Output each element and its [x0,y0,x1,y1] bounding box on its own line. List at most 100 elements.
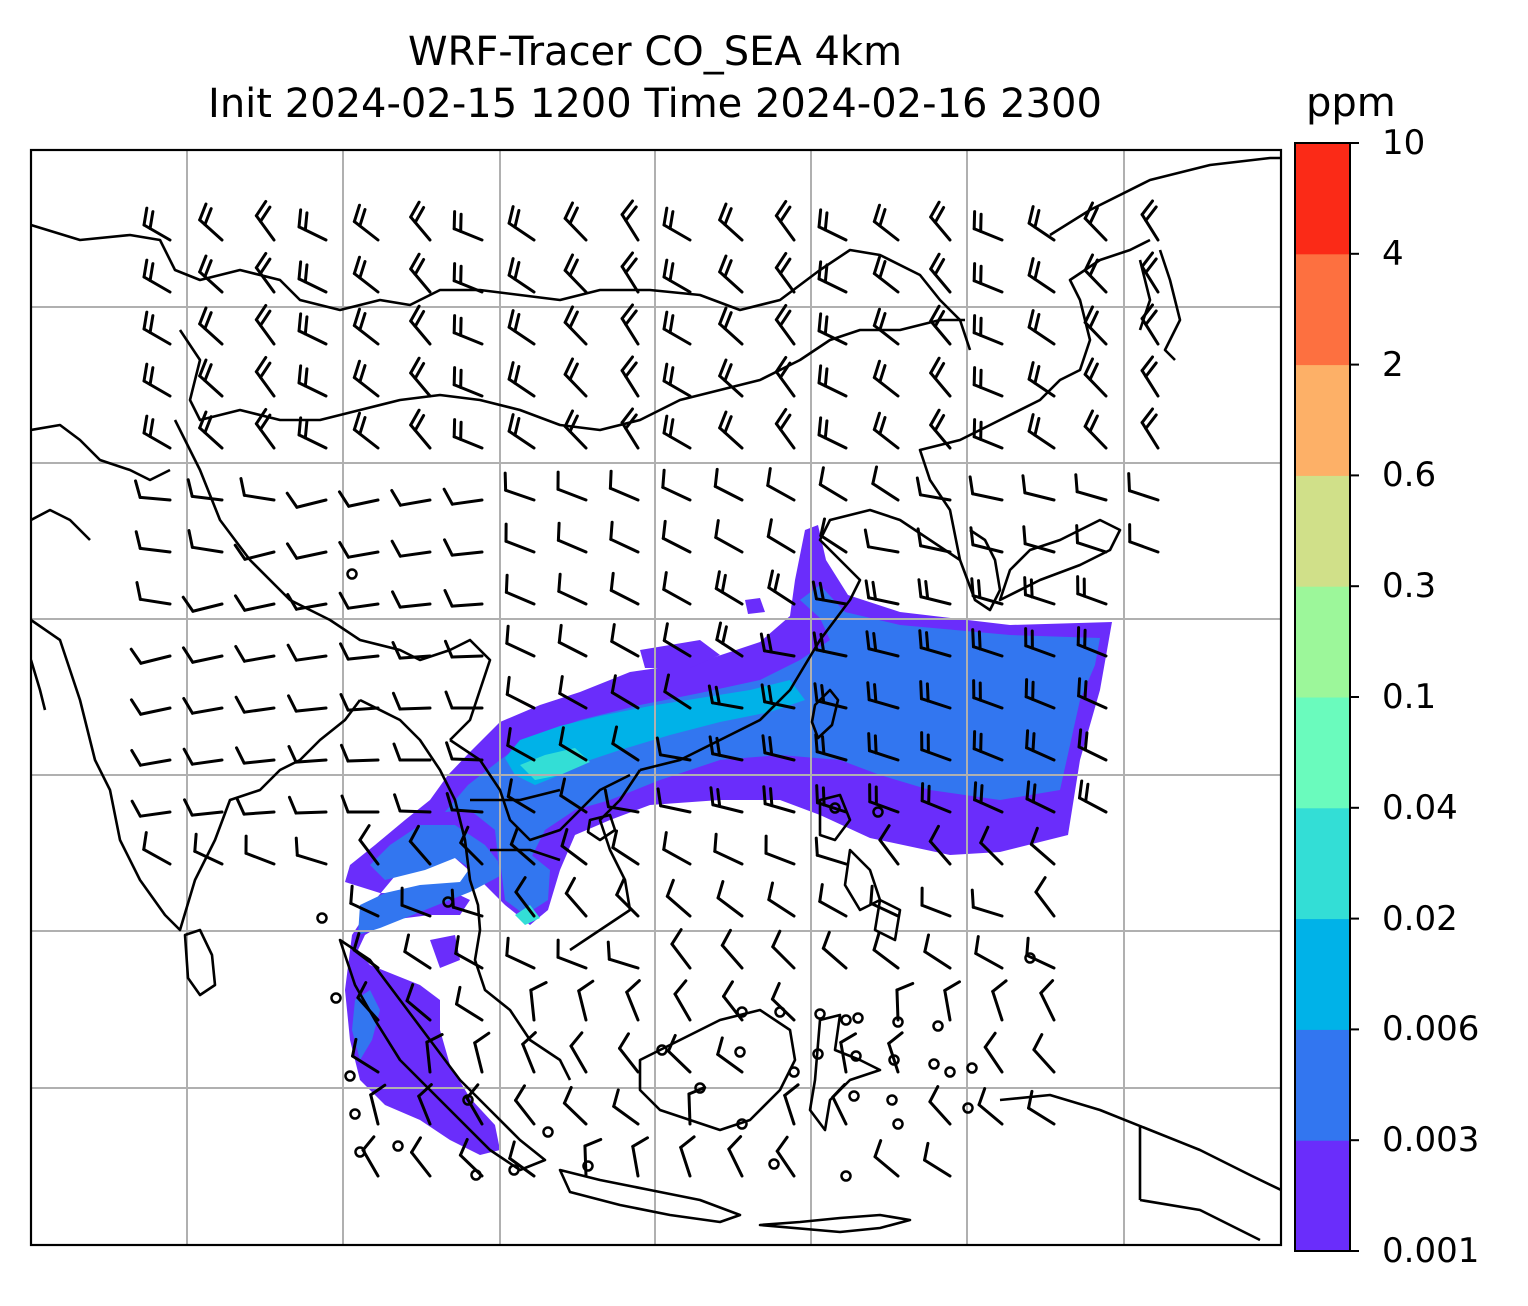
wind-calm-marker [1024,952,1036,964]
wind-barb [504,522,536,554]
wind-barb [505,624,536,658]
wind-barb [509,826,536,866]
wind-barb [663,673,692,710]
wind-barb [297,260,328,294]
colorbar-tick-label: 0.6 [1382,455,1437,496]
wind-calm-marker [829,802,841,814]
wind-barb [1077,677,1108,710]
wind-barb [766,518,796,554]
wind-barb [1027,361,1056,398]
borders-himalaya [173,419,492,741]
wind-calm-marker [812,1048,824,1060]
wind-barb [1025,780,1056,814]
wind-barb [352,203,380,242]
wind-barb [1039,979,1056,1022]
wind-barb [718,254,744,294]
wind-barb [872,411,900,450]
wind-barb [615,877,640,918]
wind-barb [198,202,224,242]
wind-barb [1076,575,1108,606]
borders-west [31,423,171,711]
wind-barb [560,828,588,866]
wind-barb [878,824,900,866]
wind-calm-marker [316,912,328,924]
wind-barb [872,359,900,398]
borders-sea [449,738,631,862]
wind-barb [390,488,432,507]
wind-barb [507,413,536,450]
wind-barb [783,1083,800,1126]
wind-barb [774,199,796,242]
wind-barb [338,540,380,559]
wind-barb [1074,473,1108,502]
wind-calm-marker [736,1118,748,1130]
wind-barb [767,569,796,606]
wind-barb [969,526,1004,554]
wind-barb [923,1141,952,1178]
wind-barb [929,252,952,294]
sulawesi [808,1013,882,1132]
hainan [586,813,617,842]
wind-calm-marker [872,806,884,818]
wind-barb [1027,1089,1056,1126]
wind-barb [620,251,640,294]
wind-barb [562,1085,588,1126]
wind-barb [708,735,744,762]
wind-barb [872,203,900,242]
wind-barb [970,577,1004,606]
wind-barb [771,929,796,970]
wind-barb [612,1088,640,1126]
wind-barb [286,643,328,662]
wind-barb [929,304,952,346]
wind-barb [713,467,744,502]
wind-barb [577,979,595,1022]
wind-barb [662,414,692,450]
wind-barb [764,834,796,866]
wind-barb [361,1135,380,1178]
wind-barb [369,1083,387,1126]
wind-barb [972,418,1004,450]
wind-barb [297,208,328,242]
wind-barb [504,573,536,606]
wind-barb [1077,728,1108,762]
wind-barb [718,358,744,398]
wind-barb [287,745,328,764]
wind-barb [1140,251,1160,294]
taiwan [810,688,840,740]
wind-barb [971,628,1004,658]
wind-barb [608,469,640,502]
wind-barb [352,307,380,346]
wind-barb [869,884,900,918]
wind-calm-marker [944,1066,956,1078]
wind-barb [606,940,640,970]
wind-calm-marker [840,1170,852,1182]
wind-barb [1021,474,1056,502]
wind-barb [235,797,276,816]
wind-barb [1140,199,1160,242]
wind-barb [514,876,536,918]
wind-barb [285,491,328,509]
wind-barb [716,1036,744,1074]
wind-barb [972,314,1004,346]
wind-barb [507,361,536,398]
wind-barb [443,639,484,659]
wind-barb [349,884,380,918]
wind-calm-marker [542,1126,554,1138]
wind-calm-marker [852,1012,864,1024]
colorbar-tick-label: 4 [1382,233,1404,274]
wind-barb [556,470,588,502]
wind-barb [142,310,172,346]
wind-barb [920,731,952,762]
wind-barb [873,1139,900,1178]
wind-barb [868,783,900,814]
wind-barb [198,358,224,398]
wind-barb [559,777,588,814]
indochina-coast [359,698,572,1081]
wind-barb [182,747,224,766]
wind-barb [603,788,640,814]
wind-barb [254,303,276,346]
wind-barb [920,886,952,918]
wind-barb [339,642,380,661]
wind-barb [620,303,640,346]
colorbar [1294,142,1359,1252]
